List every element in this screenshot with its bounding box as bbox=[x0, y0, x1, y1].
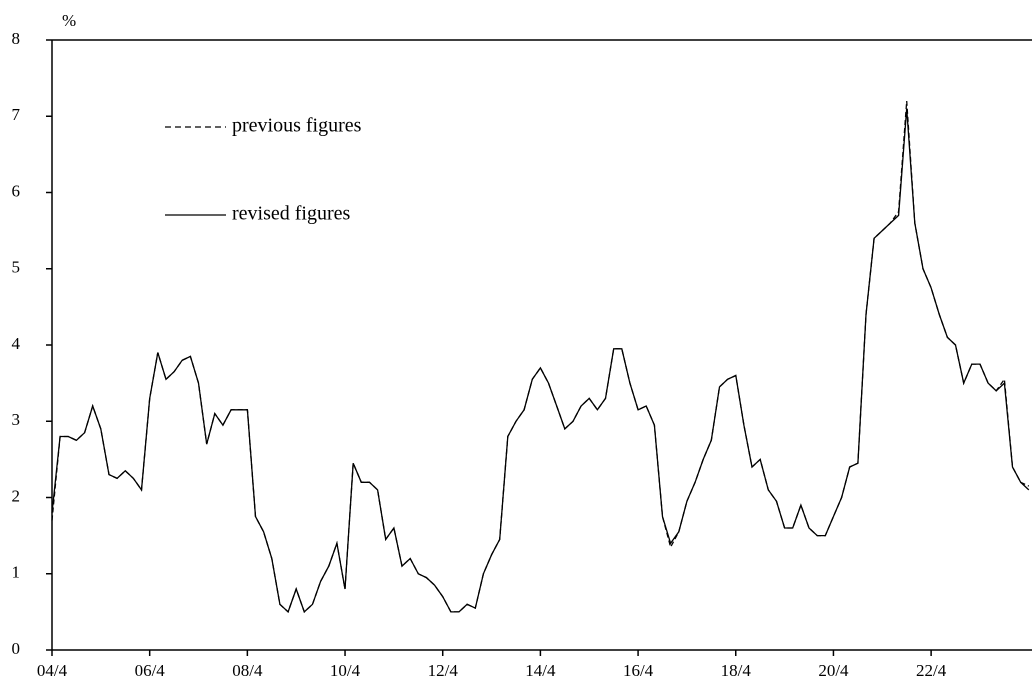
legend-label: revised figures bbox=[232, 203, 351, 225]
legend-label: previous figures bbox=[232, 115, 362, 137]
x-tick-label: 14/4 bbox=[525, 661, 556, 680]
y-tick-label: 2 bbox=[12, 486, 21, 505]
y-tick-label: 3 bbox=[12, 410, 21, 429]
x-tick-label: 08/4 bbox=[232, 661, 263, 680]
x-tick-label: 12/4 bbox=[428, 661, 459, 680]
y-axis-label: % bbox=[62, 11, 76, 30]
series-line bbox=[51, 100, 1030, 614]
y-tick-label: 7 bbox=[12, 105, 21, 124]
x-tick-label: 16/4 bbox=[623, 661, 654, 680]
x-tick-label: 04/4 bbox=[37, 661, 68, 680]
y-tick-label: 1 bbox=[12, 563, 21, 582]
y-tick-label: 5 bbox=[12, 258, 21, 277]
y-tick-label: 4 bbox=[12, 334, 21, 353]
x-tick-label: 22/4 bbox=[916, 661, 947, 680]
series-line bbox=[51, 108, 1030, 614]
x-tick-label: 10/4 bbox=[330, 661, 361, 680]
y-tick-label: 6 bbox=[12, 181, 21, 200]
x-tick-label: 20/4 bbox=[818, 661, 849, 680]
y-tick-label: 8 bbox=[12, 29, 21, 48]
y-tick-label: 0 bbox=[12, 639, 21, 658]
x-tick-label: 18/4 bbox=[721, 661, 752, 680]
x-tick-label: 06/4 bbox=[135, 661, 166, 680]
